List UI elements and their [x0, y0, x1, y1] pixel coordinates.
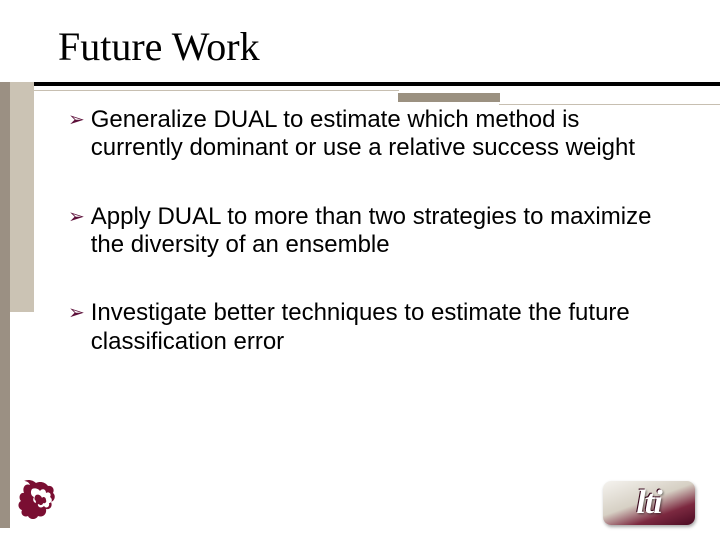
- accent-line-left: [0, 90, 399, 91]
- bullet-arrow-icon: ➢: [68, 302, 85, 356]
- slide-title: Future Work: [58, 23, 260, 70]
- dragon-icon: [18, 477, 58, 528]
- left-sidebar-dark: [0, 82, 10, 528]
- list-item: ➢ Investigate better techniques to estim…: [68, 299, 663, 356]
- slide: Future Work ➢ Generalize DUAL to estimat…: [0, 0, 720, 540]
- list-item: ➢ Apply DUAL to more than two strategies…: [68, 203, 663, 260]
- bullet-list: ➢ Generalize DUAL to estimate which meth…: [68, 106, 663, 356]
- lti-logo: lti: [602, 480, 696, 526]
- bullet-arrow-icon: ➢: [68, 109, 85, 163]
- lti-logo-text: lti: [636, 484, 661, 522]
- bullet-text: Investigate better techniques to estimat…: [91, 299, 663, 356]
- bullet-text: Generalize DUAL to estimate which method…: [91, 106, 663, 163]
- accent-line-right: [499, 104, 720, 105]
- list-item: ➢ Generalize DUAL to estimate which meth…: [68, 106, 663, 163]
- bullet-arrow-icon: ➢: [68, 206, 85, 260]
- title-underline: [0, 82, 720, 86]
- bullet-text: Apply DUAL to more than two strategies t…: [91, 203, 663, 260]
- accent-block: [398, 93, 500, 102]
